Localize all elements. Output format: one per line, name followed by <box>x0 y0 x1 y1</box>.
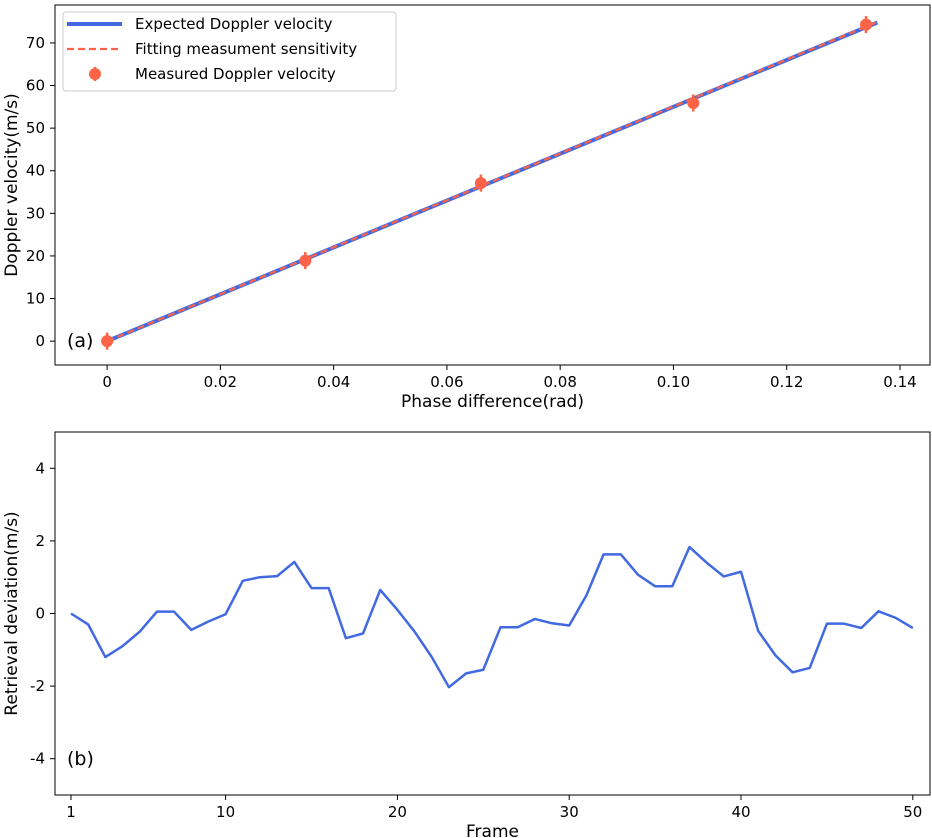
x-tick-label: 10 <box>216 803 235 821</box>
data-point <box>687 96 700 109</box>
x-tick-label: 0.08 <box>543 373 576 391</box>
x-tick-label: 50 <box>903 803 922 821</box>
x-tick-label: 0.12 <box>770 373 803 391</box>
x-tick-label: 0.10 <box>657 373 690 391</box>
data-point <box>101 335 114 348</box>
y-tick-label: 10 <box>26 290 45 308</box>
y-tick-label: 70 <box>26 34 45 52</box>
x-tick-label: 0.06 <box>430 373 463 391</box>
x-tick-label: 0.02 <box>204 373 237 391</box>
y-axis-label: Retrieval deviation(m/s) <box>2 511 22 715</box>
y-tick-label: 4 <box>35 459 45 477</box>
x-axis-label: Phase difference(rad) <box>401 392 584 412</box>
y-tick-label: 30 <box>26 204 45 222</box>
legend-label: Expected Doppler velocity <box>135 15 333 33</box>
x-tick-label: 20 <box>388 803 407 821</box>
panel-b: 1 10 20 30 40 50 -4 -2 0 2 4 Frame Retrieval deviati… <box>2 431 931 838</box>
data-point <box>860 18 873 31</box>
y-tick-label: 2 <box>35 532 45 550</box>
legend-box <box>62 11 397 92</box>
y-axis-label: Doppler velocity(m/s) <box>2 93 22 277</box>
legend-label: Fitting measument sensitivity <box>135 40 357 58</box>
y-tick-label: 50 <box>26 119 45 137</box>
x-tick-label: 40 <box>731 803 750 821</box>
data-point <box>474 177 487 190</box>
data-point <box>299 254 312 267</box>
plot-frame <box>54 4 931 366</box>
panel-label: (a) <box>67 330 93 352</box>
y-tick-label: 0 <box>35 332 45 350</box>
y-tick-label: 20 <box>26 247 45 265</box>
y-tick-label: 0 <box>35 605 45 623</box>
plot-frame <box>54 431 931 796</box>
series-line <box>70 545 914 689</box>
x-axis-label: Frame <box>466 822 519 838</box>
y-tick-label: -4 <box>30 750 45 768</box>
legend-label: Measured Doppler velocity <box>135 65 336 83</box>
y-tick-label: -2 <box>30 677 45 695</box>
y-tick-label: 40 <box>26 162 45 180</box>
series-line <box>106 21 878 343</box>
panel-a: 0 0.02 0.04 0.06 0.08 0.10 0.12 0.14 0 10 20 30 40 50… <box>2 4 931 412</box>
x-tick-label: 0.14 <box>883 373 916 391</box>
legend: Expected Doppler velocity Fitting measume… <box>62 11 397 92</box>
panel-label: (b) <box>67 748 94 770</box>
y-tick-label: 60 <box>26 77 45 95</box>
legend-marker-icon <box>89 68 101 80</box>
x-tick-label: 30 <box>560 803 579 821</box>
x-tick-label: 0 <box>102 373 112 391</box>
x-tick-label: 1 <box>66 803 76 821</box>
x-tick-label: 0.04 <box>317 373 350 391</box>
